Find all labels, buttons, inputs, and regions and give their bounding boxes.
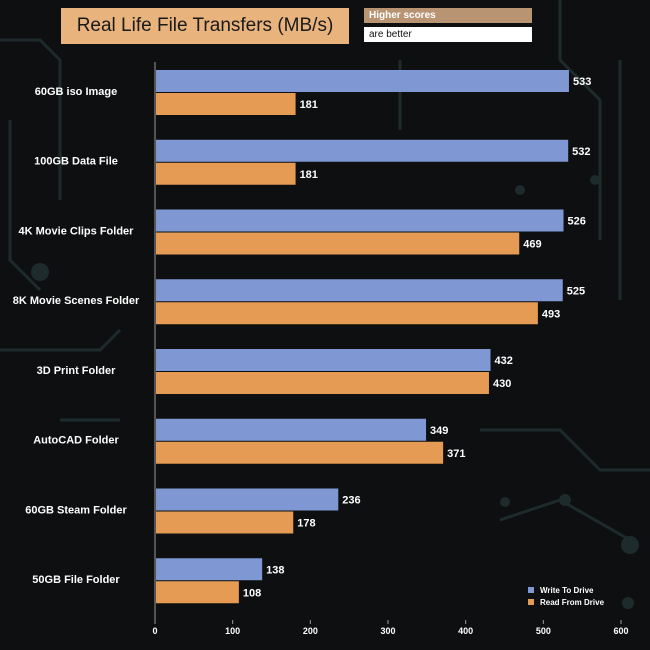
note-higher-scores: Higher scores [364,8,532,23]
read-bar [156,232,520,255]
read-value-label: 178 [297,518,315,530]
write-value-label: 525 [567,285,585,297]
read-bar [156,302,538,325]
read-bar [156,372,489,394]
category-label: 4K Movie Clips Folder [19,225,135,237]
read-value-label: 181 [300,169,318,181]
read-value-label: 469 [523,239,541,251]
write-bar [156,349,491,371]
write-value-label: 526 [568,216,586,228]
read-bar [156,441,444,464]
write-value-label: 236 [342,495,360,507]
category-label: 60GB iso Image [35,86,118,98]
legend-read-label: Read From Drive [540,598,605,607]
read-bar [156,162,296,185]
read-value-label: 181 [300,99,318,111]
chart-title: Real Life File Transfers (MB/s) [61,8,349,44]
x-tick-label: 600 [613,626,628,636]
category-label: 50GB File Folder [32,574,120,586]
write-value-label: 349 [430,425,448,437]
write-value-label: 532 [572,146,590,158]
write-bar [156,558,263,581]
x-tick-label: 100 [225,626,240,636]
category-label: AutoCAD Folder [33,435,119,447]
bars [156,70,569,604]
x-tick-label: 300 [380,626,395,636]
legend-write-swatch [528,587,534,593]
gridlines [154,62,622,624]
read-value-label: 493 [542,308,560,320]
legend: Write To Drive Read From Drive [528,586,605,607]
write-bar [156,209,564,232]
write-bar [156,488,339,511]
category-label: 100GB Data File [34,156,118,168]
write-value-label: 432 [495,355,513,367]
legend-write-label: Write To Drive [540,586,594,595]
write-bar [156,139,569,162]
x-tick-label: 0 [152,626,157,636]
x-tick-label: 400 [458,626,473,636]
read-value-label: 108 [243,587,261,599]
write-value-label: 533 [573,76,591,88]
write-value-label: 138 [266,564,284,576]
note-are-better: are better [364,27,532,42]
read-value-label: 430 [493,378,511,390]
read-bar [156,93,296,115]
category-label: 3D Print Folder [37,365,117,377]
read-bar [156,581,239,604]
labels: 0 100 200 300 400 500 600 60GB iso Image 533 181 1… [13,76,629,636]
write-bar [156,279,563,302]
x-tick-label: 200 [303,626,318,636]
category-label: 8K Movie Scenes Folder [13,295,140,307]
write-bar [156,70,569,92]
read-bar [156,511,294,534]
category-label: 60GB Steam Folder [25,504,127,516]
write-bar [156,418,427,441]
read-value-label: 371 [447,448,465,460]
legend-read-swatch [528,599,534,605]
x-tick-label: 500 [536,626,551,636]
